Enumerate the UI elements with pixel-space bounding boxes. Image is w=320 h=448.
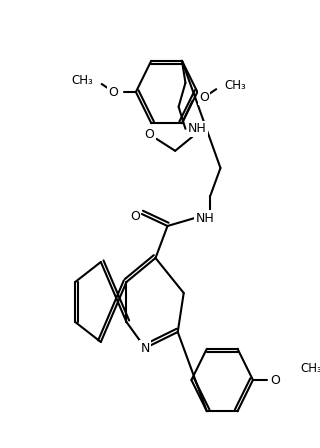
Text: O: O <box>109 86 119 99</box>
Text: CH₃: CH₃ <box>71 73 93 86</box>
Text: O: O <box>199 90 209 103</box>
Text: O: O <box>270 374 280 387</box>
Text: NH: NH <box>196 211 214 224</box>
Text: N: N <box>140 341 150 354</box>
Text: O: O <box>130 210 140 223</box>
Text: NH: NH <box>188 122 207 135</box>
Text: CH₃: CH₃ <box>301 362 320 375</box>
Text: CH₃: CH₃ <box>225 79 246 92</box>
Text: O: O <box>145 128 155 141</box>
